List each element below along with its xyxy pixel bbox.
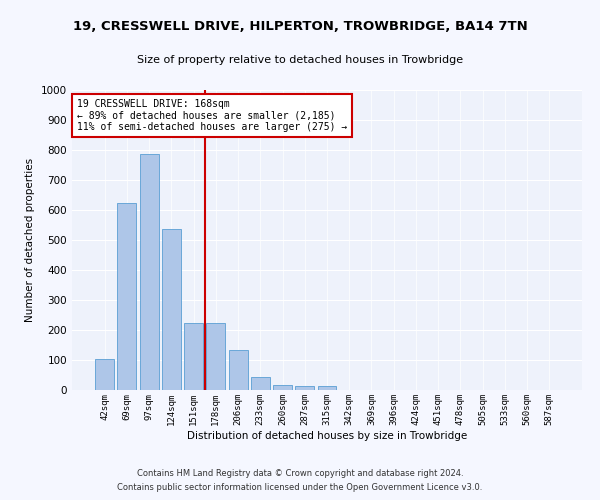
Text: 19 CRESSWELL DRIVE: 168sqm
← 89% of detached houses are smaller (2,185)
11% of s: 19 CRESSWELL DRIVE: 168sqm ← 89% of deta… — [77, 99, 347, 132]
Text: Size of property relative to detached houses in Trowbridge: Size of property relative to detached ho… — [137, 55, 463, 65]
Bar — [317, 386, 337, 390]
Text: 19, CRESSWELL DRIVE, HILPERTON, TROWBRIDGE, BA14 7TN: 19, CRESSWELL DRIVE, HILPERTON, TROWBRID… — [73, 20, 527, 33]
Bar — [273, 385, 292, 390]
Bar — [140, 154, 158, 390]
Bar — [162, 229, 181, 390]
Bar — [95, 359, 114, 390]
Bar — [184, 324, 203, 390]
Bar — [251, 378, 270, 390]
X-axis label: Distribution of detached houses by size in Trowbridge: Distribution of detached houses by size … — [187, 430, 467, 440]
Text: Contains public sector information licensed under the Open Government Licence v3: Contains public sector information licen… — [118, 484, 482, 492]
Text: Contains HM Land Registry data © Crown copyright and database right 2024.: Contains HM Land Registry data © Crown c… — [137, 468, 463, 477]
Bar — [206, 324, 225, 390]
Bar — [295, 386, 314, 390]
Bar — [118, 204, 136, 390]
Bar — [229, 350, 248, 390]
Y-axis label: Number of detached properties: Number of detached properties — [25, 158, 35, 322]
